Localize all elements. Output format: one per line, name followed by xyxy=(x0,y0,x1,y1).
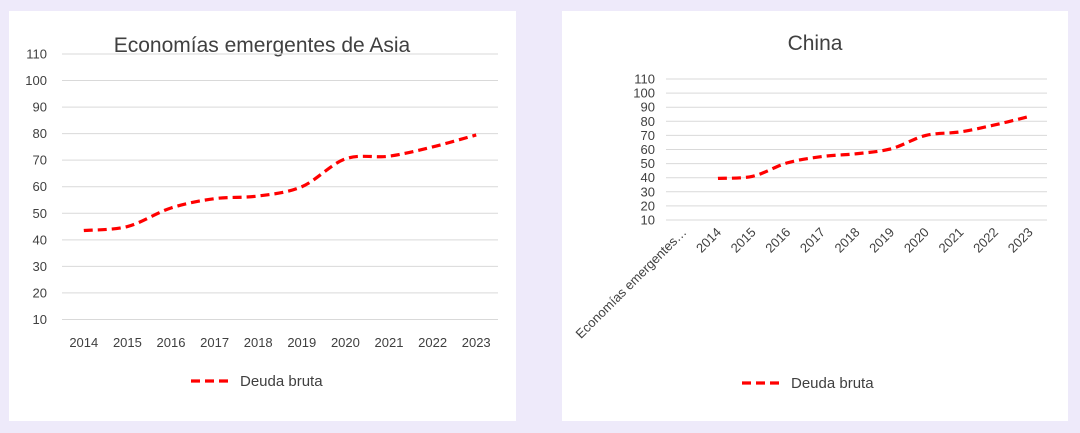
china-x-tick-label: 2022 xyxy=(970,225,1001,256)
china-series-line-deuda-bruta xyxy=(717,114,1031,181)
asia-y-tick-label: 60 xyxy=(33,179,47,194)
china-legend-label: Deuda bruta xyxy=(791,375,874,392)
asia-y-tick-label: 40 xyxy=(33,232,47,247)
asia-x-tick-label: 2018 xyxy=(244,335,273,350)
china-x-tick-label: 2017 xyxy=(797,225,828,256)
asia-y-tick-label: 20 xyxy=(33,285,47,300)
chart-panel-china: China 10 20 30 40 50 60 70 80 90 100 110 Economías e… xyxy=(562,11,1068,421)
china-x-tick-label: 2020 xyxy=(901,225,932,256)
china-y-tick-label: 30 xyxy=(641,184,655,199)
china-x-tick-label: 2014 xyxy=(693,225,724,256)
asia-y-tick-label: 100 xyxy=(25,73,47,88)
china-chart-title: China xyxy=(788,32,843,55)
asia-x-tick-label: 2019 xyxy=(287,335,316,350)
china-y-tick-label: 20 xyxy=(641,198,655,213)
china-y-tick-label: 40 xyxy=(641,170,655,185)
asia-y-tick-label: 70 xyxy=(33,153,47,168)
asia-y-tick-label: 30 xyxy=(33,259,47,274)
china-y-tick-label: 80 xyxy=(641,114,655,129)
china-x-tick-label: Economías emergentes… xyxy=(573,225,690,342)
asia-legend-label: Deuda bruta xyxy=(240,373,323,390)
china-y-tick-label: 100 xyxy=(633,86,655,101)
asia-x-tick-label: 2021 xyxy=(375,335,404,350)
chart-asia: Economías emergentes de Asia 10 20 30 40 50 60… xyxy=(25,34,498,390)
asia-y-tick-label: 10 xyxy=(33,312,47,327)
china-y-tick-label: 50 xyxy=(641,156,655,171)
chart-panel-asia: Economías emergentes de Asia 10 20 30 40 50 60… xyxy=(9,11,516,421)
asia-y-tick-label: 50 xyxy=(33,206,47,221)
asia-x-tick-label: 2014 xyxy=(69,335,98,350)
china-x-tick-label: 2016 xyxy=(762,225,793,256)
asia-y-tick-label: 110 xyxy=(26,47,47,62)
asia-chart-title: Economías emergentes de Asia xyxy=(114,34,411,57)
china-y-tick-label: 110 xyxy=(634,72,655,87)
asia-series-line-deuda-bruta xyxy=(83,133,477,233)
china-y-tick-label: 10 xyxy=(641,213,655,228)
asia-x-tick-label: 2020 xyxy=(331,335,360,350)
asia-x-tick-label: 2023 xyxy=(462,335,491,350)
china-x-tick-label: 2019 xyxy=(866,225,897,256)
asia-x-tick-label: 2017 xyxy=(200,335,229,350)
china-x-tick-label: 2015 xyxy=(728,225,759,256)
china-x-tick-label: 2023 xyxy=(1005,225,1036,256)
china-x-tick-label: 2018 xyxy=(832,225,863,256)
china-x-tick-label: 2021 xyxy=(935,225,966,256)
asia-x-tick-label: 2016 xyxy=(157,335,186,350)
china-y-tick-label: 70 xyxy=(641,128,655,143)
china-y-tick-label: 90 xyxy=(641,100,655,115)
asia-y-tick-label: 90 xyxy=(33,100,47,115)
china-y-tick-label: 60 xyxy=(641,142,655,157)
asia-y-tick-label: 80 xyxy=(33,126,47,141)
asia-x-tick-label: 2022 xyxy=(418,335,447,350)
asia-x-tick-label: 2015 xyxy=(113,335,142,350)
